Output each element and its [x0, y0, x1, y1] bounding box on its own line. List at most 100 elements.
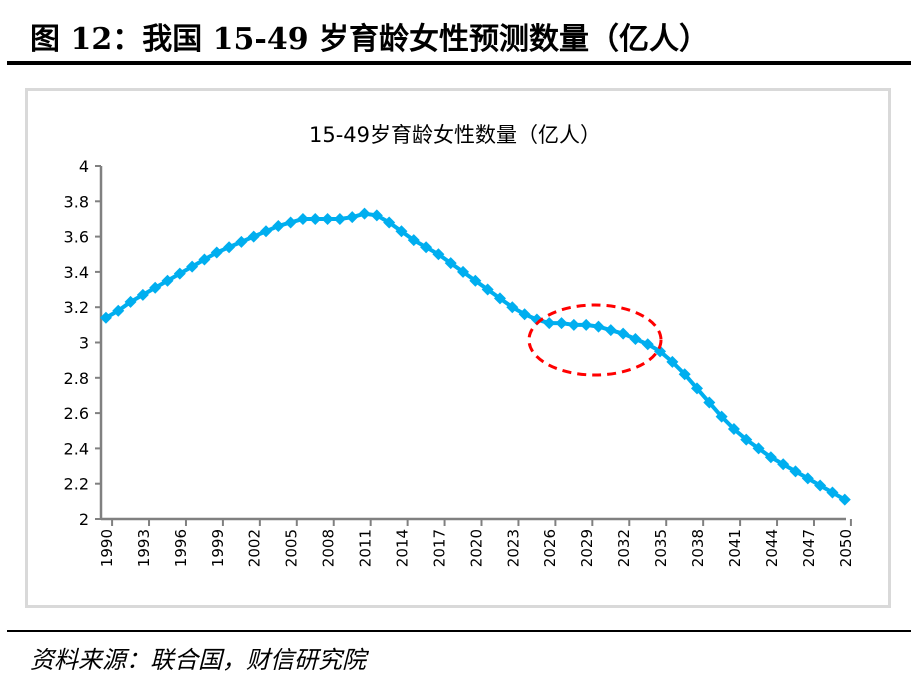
x-tick-label: 2038: [689, 529, 707, 567]
data-point-1996: [173, 267, 186, 280]
top-rule: [7, 61, 911, 65]
data-point-2034: [641, 338, 654, 351]
x-tick-label: 2047: [800, 529, 818, 567]
data-point-2019: [457, 265, 470, 278]
data-point-2043: [752, 442, 765, 455]
data-point-2049: [826, 486, 839, 499]
x-tick-label: 2014: [393, 529, 411, 567]
y-tick-label: 2.8: [64, 369, 89, 388]
data-point-2045: [777, 458, 790, 471]
y-tick-label: 2.6: [64, 404, 89, 423]
x-tick-label: 2032: [615, 529, 633, 567]
chart-frame: [25, 88, 891, 608]
x-tick-label: 2044: [763, 529, 781, 567]
x-tick-label: 2008: [320, 529, 338, 567]
data-point-1990: [99, 311, 112, 324]
data-point-2032: [617, 327, 630, 340]
y-tick-label: 3.2: [64, 298, 89, 317]
data-point-2042: [740, 433, 753, 446]
data-point-2012: [370, 209, 383, 222]
data-point-2039: [703, 396, 716, 409]
data-point-2046: [789, 465, 802, 478]
data-point-2014: [395, 225, 408, 238]
data-point-1995: [161, 274, 174, 287]
data-point-2011: [358, 207, 371, 220]
x-tick-label: 2017: [430, 529, 448, 567]
data-point-2022: [493, 292, 506, 305]
data-point-2009: [333, 212, 346, 225]
figure-title: 图 12：我国 15-49 岁育龄女性预测数量（亿人）: [30, 22, 710, 57]
data-point-2006: [296, 212, 309, 225]
y-tick-label: 3.8: [64, 192, 89, 211]
chart-title: 15-49岁育龄女性数量（亿人）: [309, 123, 601, 147]
data-point-2050: [838, 493, 851, 506]
y-tick-label: 4: [79, 157, 89, 176]
data-point-1993: [136, 288, 149, 301]
data-point-1991: [112, 304, 125, 317]
y-tick-label: 2: [79, 510, 89, 529]
highlight-ellipse: [527, 303, 663, 377]
data-point-2030: [592, 320, 605, 333]
x-tick-label: 2041: [726, 529, 744, 567]
data-point-2044: [764, 451, 777, 464]
y-tick-label: 3.6: [64, 228, 89, 247]
data-point-2041: [727, 422, 740, 435]
data-point-2026: [543, 317, 556, 330]
data-point-2015: [407, 234, 420, 247]
source-note: 资料来源：联合国，财信研究院: [30, 646, 366, 674]
data-point-2020: [469, 274, 482, 287]
x-tick-label: 1999: [209, 529, 227, 567]
data-point-2035: [654, 345, 667, 358]
data-point-2037: [678, 368, 691, 381]
y-tick-label: 3.4: [64, 263, 89, 282]
data-point-2017: [432, 248, 445, 261]
data-point-2038: [691, 382, 703, 395]
data-point-1998: [198, 253, 211, 266]
data-point-1997: [186, 260, 199, 273]
data-point-2003: [260, 225, 273, 238]
x-tick-label: 1990: [98, 529, 116, 567]
data-point-2024: [518, 308, 531, 321]
x-tick-label: 1993: [135, 529, 153, 567]
data-point-2004: [272, 220, 285, 233]
data-point-2021: [481, 283, 494, 296]
x-tick-label: 2026: [541, 529, 559, 567]
data-point-2013: [383, 216, 396, 229]
data-point-2029: [580, 318, 593, 331]
data-point-2005: [284, 216, 297, 229]
data-point-1992: [124, 295, 137, 308]
data-point-1994: [149, 281, 162, 294]
data-point-2027: [555, 317, 568, 330]
x-tick-label: 2002: [246, 529, 264, 567]
data-point-2023: [506, 301, 519, 314]
x-tick-label: 2050: [837, 529, 855, 567]
x-tick-label: 2011: [357, 529, 375, 567]
data-point-2047: [801, 472, 814, 485]
data-point-2031: [604, 324, 617, 337]
x-tick-label: 2005: [283, 529, 301, 567]
data-point-2036: [666, 355, 679, 368]
data-point-2010: [346, 211, 359, 224]
data-point-2016: [420, 241, 433, 254]
data-point-2018: [444, 257, 457, 270]
data-point-1999: [210, 246, 223, 259]
data-point-2002: [247, 230, 260, 243]
x-tick-label: 2020: [467, 529, 485, 567]
y-tick-label: 2.4: [64, 439, 89, 458]
x-tick-label: 2023: [504, 529, 522, 567]
data-point-2001: [235, 235, 248, 248]
data-point-2008: [321, 212, 334, 225]
data-point-2000: [223, 241, 236, 254]
data-point-2007: [309, 212, 322, 225]
x-tick-label: 2029: [578, 529, 596, 567]
x-tick-label: 1996: [172, 529, 190, 567]
data-point-2048: [814, 479, 827, 492]
y-tick-label: 2.2: [64, 475, 89, 494]
data-point-2040: [715, 410, 728, 423]
bottom-rule: [7, 630, 911, 632]
data-point-2033: [629, 332, 642, 345]
y-tick-label: 3: [79, 334, 89, 353]
x-tick-label: 2035: [652, 529, 670, 567]
data-point-2028: [567, 318, 580, 331]
